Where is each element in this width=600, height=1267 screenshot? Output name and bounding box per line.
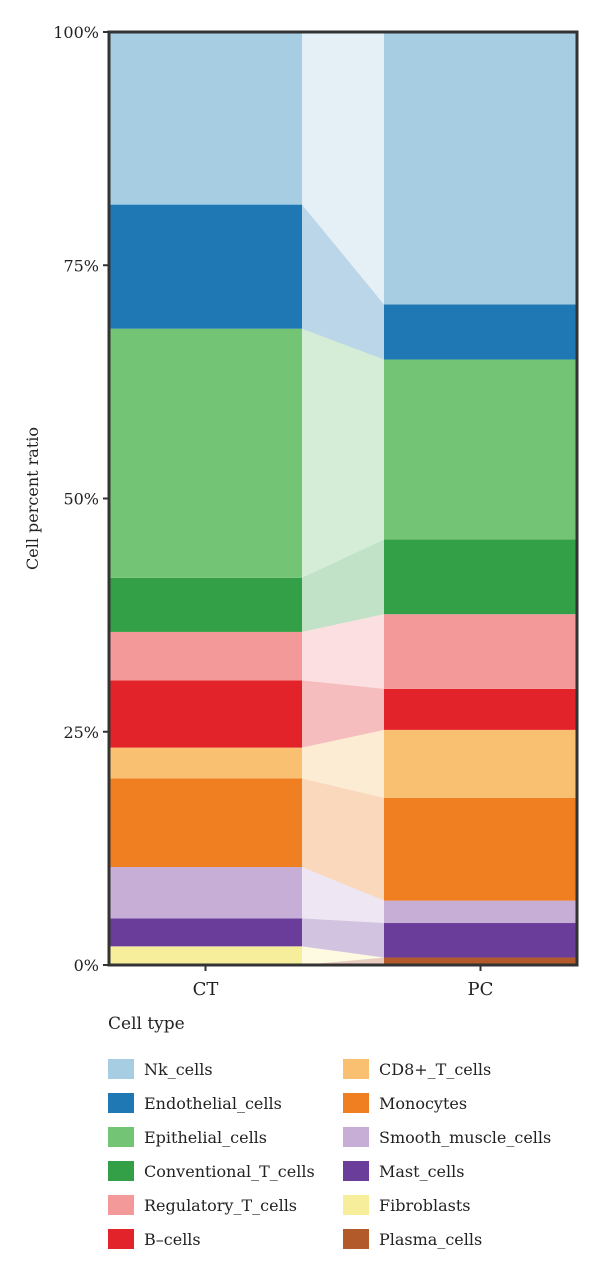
legend-item-smooth-muscle-cells: Smooth_muscle_cells bbox=[343, 1120, 578, 1154]
y-axis: 0% 25% 50% 75% 100% bbox=[53, 23, 109, 975]
legend-label: Nk_cells bbox=[144, 1059, 213, 1079]
legend-items: Nk_cells Endothelial_cells Epithelial_cell… bbox=[108, 1052, 578, 1256]
y-tick-label: 25% bbox=[63, 723, 99, 742]
bar-segment-ct-endothelial-cells bbox=[109, 204, 302, 329]
flow-band-fibroblasts bbox=[302, 946, 384, 965]
legend-swatch bbox=[343, 1161, 369, 1181]
flow-band-smooth-muscle-cells bbox=[302, 867, 384, 924]
legend-swatch bbox=[343, 1195, 369, 1215]
legend-label: Regulatory_T_cells bbox=[144, 1195, 298, 1215]
bar-segment-ct-mast-cells bbox=[109, 918, 302, 947]
bar-segment-pc-mast-cells bbox=[384, 923, 577, 958]
y-tick-label: 0% bbox=[74, 956, 99, 975]
x-axis: CT PC bbox=[193, 965, 494, 1000]
legend-swatch bbox=[108, 1161, 134, 1181]
flow-bands bbox=[302, 32, 384, 965]
bar-segment-ct-conventional-t-cells bbox=[109, 577, 302, 632]
legend-item-plasma-cells: Plasma_cells bbox=[343, 1222, 578, 1256]
legend-label: Epithelial_cells bbox=[144, 1127, 268, 1147]
legend-swatch bbox=[343, 1093, 369, 1113]
bars bbox=[109, 32, 577, 965]
legend-label: Fibroblasts bbox=[379, 1195, 471, 1215]
flow-band-plasma-cells bbox=[302, 957, 384, 965]
legend-item-fibroblasts: Fibroblasts bbox=[343, 1188, 578, 1222]
legend-item-cd8-t-cells: CD8+_T_cells bbox=[343, 1052, 578, 1086]
flow-band-conventional-t-cells bbox=[302, 539, 384, 632]
legend-label: Plasma_cells bbox=[379, 1229, 483, 1249]
legend-swatch bbox=[108, 1195, 134, 1215]
legend-label: Mast_cells bbox=[379, 1161, 465, 1181]
flow-band-endothelial-cells bbox=[302, 204, 384, 360]
legend-swatch bbox=[108, 1127, 134, 1147]
stacked-bar-chart: 0% 25% 50% 75% 100% CT PC Cell percent ratio bbox=[23, 23, 579, 1000]
bar-segment-ct-b-cells bbox=[109, 680, 302, 748]
bar-segment-ct-cd8-t-cells bbox=[109, 747, 302, 779]
legend-item-conventional-t-cells: Conventional_T_cells bbox=[108, 1154, 343, 1188]
legend-label: Endothelial_cells bbox=[144, 1093, 282, 1113]
y-tick-label: 100% bbox=[53, 23, 99, 42]
y-axis-title: Cell percent ratio bbox=[23, 427, 42, 570]
flow-band-regulatory-t-cells bbox=[302, 614, 384, 689]
bar-segment-pc-monocytes bbox=[384, 797, 577, 901]
legend-swatch bbox=[343, 1127, 369, 1147]
y-tick-label: 75% bbox=[63, 256, 99, 275]
legend-label: B–cells bbox=[144, 1229, 201, 1249]
x-tick-label-pc: PC bbox=[468, 979, 494, 1000]
flow-band-mast-cells bbox=[302, 918, 384, 958]
bar-segment-ct-monocytes bbox=[109, 778, 302, 868]
bar-segment-pc-nk-cells bbox=[384, 32, 577, 305]
flow-band-b-cells bbox=[302, 680, 384, 748]
y-tick-label: 50% bbox=[63, 490, 99, 509]
legend-swatch bbox=[108, 1229, 134, 1249]
bar-segment-pc-smooth-muscle-cells bbox=[384, 900, 577, 924]
legend-swatch bbox=[343, 1059, 369, 1079]
bar-segment-pc-regulatory-t-cells bbox=[384, 614, 577, 689]
legend-item-monocytes: Monocytes bbox=[343, 1086, 578, 1120]
legend-label: Smooth_muscle_cells bbox=[379, 1127, 552, 1147]
legend-item-epithelial-cells: Epithelial_cells bbox=[108, 1120, 343, 1154]
legend-label: CD8+_T_cells bbox=[379, 1059, 492, 1079]
bar-segment-pc-epithelial-cells bbox=[384, 359, 577, 540]
legend-swatch bbox=[108, 1093, 134, 1113]
bar-segment-ct-smooth-muscle-cells bbox=[109, 867, 302, 919]
legend-item-b-cells: B–cells bbox=[108, 1222, 343, 1256]
bar-segment-pc-plasma-cells bbox=[384, 957, 577, 965]
bar-segment-ct-regulatory-t-cells bbox=[109, 631, 302, 681]
legend-title: Cell type bbox=[108, 1014, 185, 1034]
flow-band-epithelial-cells bbox=[302, 328, 384, 578]
legend-item-endothelial-cells: Endothelial_cells bbox=[108, 1086, 343, 1120]
bar-segment-ct-nk-cells bbox=[109, 32, 302, 205]
bar-segment-pc-b-cells bbox=[384, 688, 577, 730]
legend-item-mast-cells: Mast_cells bbox=[343, 1154, 578, 1188]
legend-item-nk-cells: Nk_cells bbox=[108, 1052, 343, 1086]
bar-segment-ct-epithelial-cells bbox=[109, 328, 302, 578]
bar-segment-pc-cd8-t-cells bbox=[384, 729, 577, 798]
legend-label: Monocytes bbox=[379, 1093, 468, 1113]
x-tick-label-ct: CT bbox=[193, 979, 219, 1000]
flow-band-nk-cells bbox=[302, 32, 384, 305]
legend-swatch bbox=[108, 1059, 134, 1079]
bar-segment-pc-endothelial-cells bbox=[384, 304, 577, 360]
bar-segment-ct-fibroblasts bbox=[109, 946, 302, 965]
bar-segment-pc-conventional-t-cells bbox=[384, 539, 577, 615]
flow-band-monocytes bbox=[302, 778, 384, 901]
legend: Cell type Nk_cells Endothelial_cells Epith… bbox=[108, 1014, 578, 1256]
legend-label: Conventional_T_cells bbox=[144, 1161, 315, 1181]
legend-swatch bbox=[343, 1229, 369, 1249]
flow-band-cd8-t-cells bbox=[302, 729, 384, 798]
legend-item-regulatory-t-cells: Regulatory_T_cells bbox=[108, 1188, 343, 1222]
